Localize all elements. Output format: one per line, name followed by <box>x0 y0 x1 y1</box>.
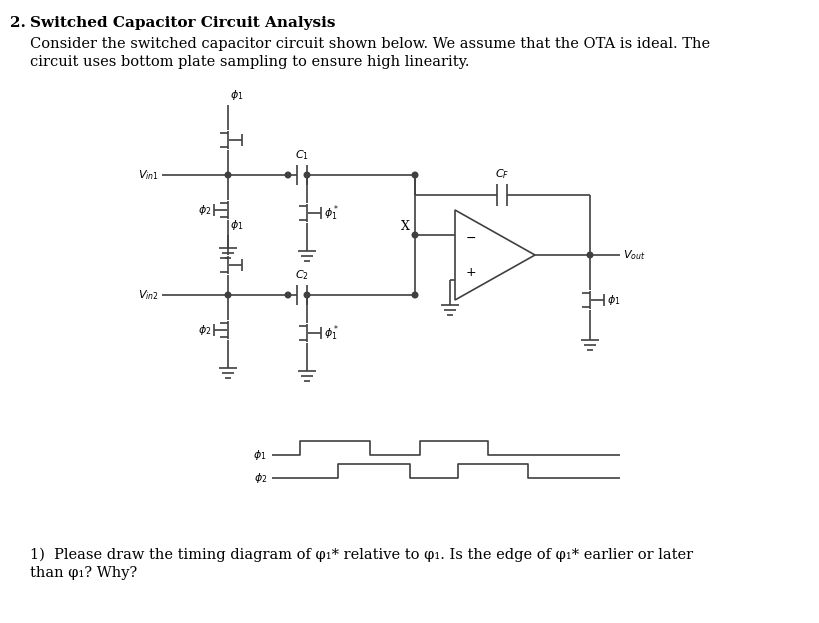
Text: $\phi_1$: $\phi_1$ <box>253 448 267 462</box>
Text: 2.: 2. <box>10 16 26 30</box>
Text: $\phi_2$: $\phi_2$ <box>197 203 210 217</box>
Text: $\phi_1$: $\phi_1$ <box>229 218 243 232</box>
Text: $\phi_1$: $\phi_1$ <box>606 293 620 307</box>
Text: than φ₁? Why?: than φ₁? Why? <box>30 566 137 580</box>
Circle shape <box>586 252 592 258</box>
Circle shape <box>285 292 291 298</box>
Circle shape <box>225 292 230 298</box>
Circle shape <box>285 172 291 178</box>
Circle shape <box>304 172 310 178</box>
Text: Consider the switched capacitor circuit shown below. We assume that the OTA is i: Consider the switched capacitor circuit … <box>30 37 709 51</box>
Text: $\phi_2$: $\phi_2$ <box>253 471 267 485</box>
Text: $V_{in1}$: $V_{in1}$ <box>138 168 159 182</box>
Text: $V_{in2}$: $V_{in2}$ <box>138 288 159 302</box>
Text: $\phi_1^*$: $\phi_1^*$ <box>324 323 339 343</box>
Text: $C_1$: $C_1$ <box>295 148 309 162</box>
Text: $C_2$: $C_2$ <box>295 268 309 282</box>
Text: $+$: $+$ <box>464 267 476 280</box>
Text: X: X <box>400 221 410 234</box>
Text: $\phi_1$: $\phi_1$ <box>229 88 243 102</box>
Text: $\phi_1^*$: $\phi_1^*$ <box>324 203 339 223</box>
Circle shape <box>412 292 418 298</box>
Text: circuit uses bottom plate sampling to ensure high linearity.: circuit uses bottom plate sampling to en… <box>30 55 469 69</box>
Text: 1)  Please draw the timing diagram of φ₁* relative to φ₁. Is the edge of φ₁* ear: 1) Please draw the timing diagram of φ₁*… <box>30 548 692 563</box>
Circle shape <box>412 172 418 178</box>
Text: $C_F$: $C_F$ <box>494 167 509 181</box>
Text: Switched Capacitor Circuit Analysis: Switched Capacitor Circuit Analysis <box>30 16 335 30</box>
Text: $-$: $-$ <box>464 231 476 244</box>
Circle shape <box>304 292 310 298</box>
Text: $V_{out}$: $V_{out}$ <box>622 248 645 262</box>
Circle shape <box>412 232 418 238</box>
Text: $\phi_2$: $\phi_2$ <box>197 323 210 337</box>
Circle shape <box>225 172 230 178</box>
